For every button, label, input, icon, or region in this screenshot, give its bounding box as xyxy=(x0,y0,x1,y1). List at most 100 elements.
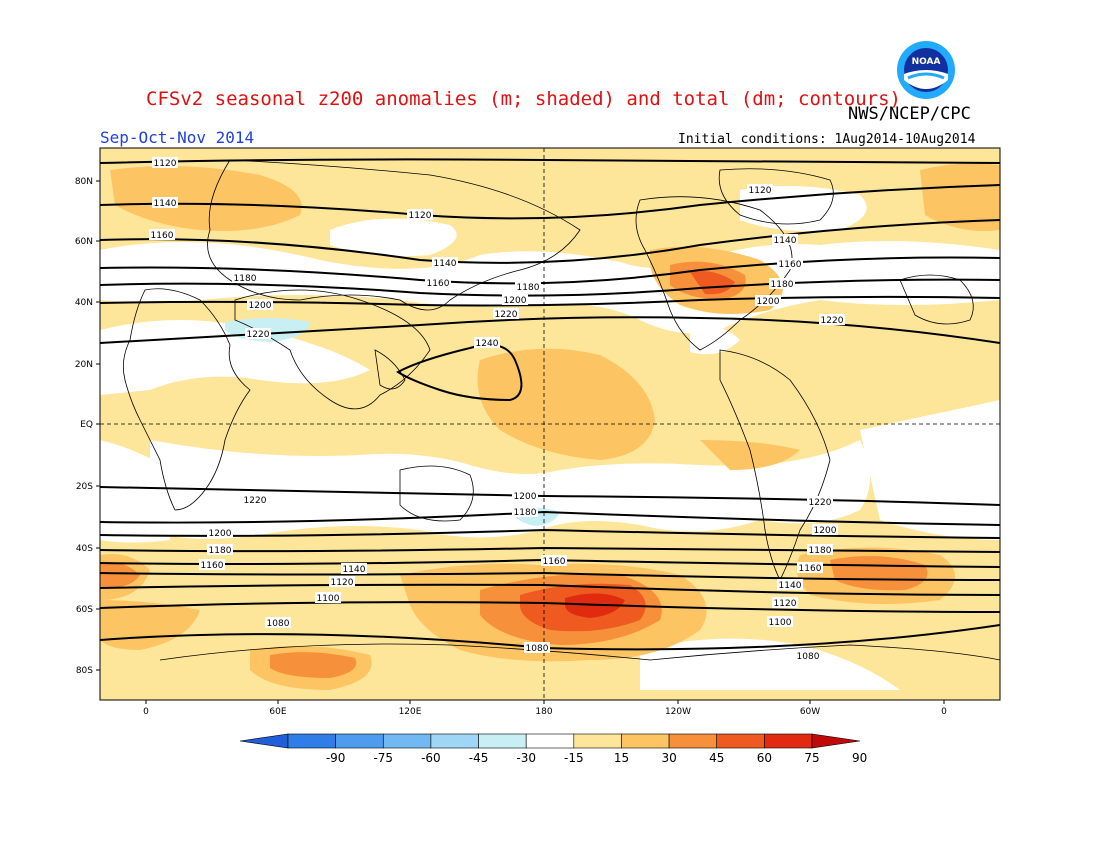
contour-label-bg xyxy=(812,524,838,535)
contour-label-bg xyxy=(207,544,233,555)
contour-label: 1200 xyxy=(504,296,527,306)
contour-label-bg xyxy=(152,157,178,168)
contour-label: 1080 xyxy=(526,644,549,654)
contour-label-bg xyxy=(152,197,178,208)
contour-label: 1140 xyxy=(343,565,366,575)
lon-tick-label: 180 xyxy=(535,707,552,717)
contour-label-bg xyxy=(777,258,803,269)
contour-label-bg xyxy=(769,278,795,289)
colorbar-label: -45 xyxy=(469,751,489,765)
contour-label-bg xyxy=(232,272,258,283)
colorbar-label: -15 xyxy=(564,751,584,765)
lon-tick-label: 60E xyxy=(269,707,286,717)
lon-tick-label: 0 xyxy=(941,707,947,717)
contour-label: 1080 xyxy=(267,619,290,629)
contour-label: 1200 xyxy=(249,301,272,311)
contour-label-bg xyxy=(502,294,528,305)
lat-tick-label: 60S xyxy=(76,605,93,615)
colorbar-swatch xyxy=(764,733,813,749)
contour-label-bg xyxy=(265,617,291,628)
contour-label-bg xyxy=(329,576,355,587)
contour-label: 1200 xyxy=(514,492,537,502)
season-label: Sep-Oct-Nov 2014 xyxy=(100,128,255,147)
contour-labels: 1120 1120 1120 1140 1140 1140 1160 1160 1160 1180… xyxy=(149,157,845,662)
contour-label-bg xyxy=(755,295,781,306)
contour-label: 1180 xyxy=(517,283,540,293)
contour-label: 1220 xyxy=(821,316,844,326)
lon-tick-label: 120E xyxy=(399,707,422,717)
colorbar-max-arrow xyxy=(811,733,861,749)
contour-label: 1180 xyxy=(234,274,257,284)
contour-label-bg xyxy=(512,506,538,517)
lat-tick-label: EQ xyxy=(80,420,93,430)
colorbar-swatch xyxy=(287,733,336,749)
contour-label-bg xyxy=(767,616,793,627)
contour-label-bg xyxy=(199,559,225,570)
contour-label: 1160 xyxy=(779,260,802,270)
lat-tick-label: 80S xyxy=(76,666,93,676)
lat-tick-label: 40N xyxy=(75,298,93,308)
colorbar-label: -90 xyxy=(326,751,346,765)
lat-tick-label: 20N xyxy=(75,360,93,370)
contour-label: 1120 xyxy=(749,186,772,196)
contour-label-bg xyxy=(432,257,458,268)
colorbar-swatch xyxy=(525,733,575,749)
contour-label-bg xyxy=(245,328,271,339)
contour-label: 1220 xyxy=(495,310,518,320)
contour-label-bg xyxy=(772,234,798,245)
colorbar-label: 30 xyxy=(661,751,676,765)
agency-label: NWS/NCEP/CPC xyxy=(848,104,971,124)
contour-label: 1160 xyxy=(799,564,822,574)
contour-label: 1100 xyxy=(769,618,792,628)
contour-label: 1160 xyxy=(427,279,450,289)
contour-label: 1120 xyxy=(154,159,177,169)
contour-label: 1120 xyxy=(331,578,354,588)
colorbar-label: -75 xyxy=(373,751,393,765)
contour-label: 1160 xyxy=(201,561,224,571)
contour-label-bg xyxy=(515,281,541,292)
contour-label-bg xyxy=(819,314,845,325)
contour-label-bg xyxy=(149,229,175,240)
contour-label-bg xyxy=(772,597,798,608)
contour-label-bg xyxy=(541,555,567,566)
contour-label: 1100 xyxy=(317,594,340,604)
colorbar-swatch xyxy=(478,733,527,749)
contour-label: 1140 xyxy=(154,199,177,209)
svg-text:NOAA: NOAA xyxy=(912,57,941,67)
map-title: CFSv2 seasonal z200 anomalies (m; shaded… xyxy=(146,88,901,110)
contour-label: 1080 xyxy=(797,652,820,662)
contour-label: 1140 xyxy=(774,236,797,246)
lat-tick-label: 40S xyxy=(76,544,93,554)
colorbar-label: 60 xyxy=(757,751,772,765)
contour-label-bg xyxy=(315,592,341,603)
contour-label-bg xyxy=(407,209,433,220)
contour-label: 1120 xyxy=(774,599,797,609)
contour-label-bg xyxy=(341,563,367,574)
contour-label: 1240 xyxy=(476,339,499,349)
coastlines xyxy=(122,159,1000,661)
colorbar-swatch xyxy=(716,733,765,749)
colorbar-swatch xyxy=(335,733,384,749)
contour-label-bg xyxy=(807,496,833,507)
contour-label: 1200 xyxy=(757,297,780,307)
colorbar-label: 75 xyxy=(804,751,819,765)
contour-label: 1140 xyxy=(779,581,802,591)
lat-tick-label: 60N xyxy=(75,237,93,247)
colorbar-label: -60 xyxy=(421,751,441,765)
lat-tick-label: 80N xyxy=(75,177,93,187)
contour-label-bg xyxy=(425,277,451,288)
contour-label: 1120 xyxy=(409,211,432,221)
contour-label: 1220 xyxy=(244,496,267,506)
contour-label-bg xyxy=(747,184,773,195)
contour-label-bg xyxy=(795,650,821,661)
lon-tick-label: 60W xyxy=(800,707,820,717)
contour-label: 1180 xyxy=(771,280,794,290)
contour-label-bg xyxy=(524,642,550,653)
contour-label-bg xyxy=(777,579,803,590)
colorbar-swatch xyxy=(621,733,670,749)
colorbar: -90 -75 -60 -45 -30 -15 15 30 45 60 75 90 xyxy=(239,733,867,765)
lat-tick-label: 20S xyxy=(76,482,93,492)
colorbar-label: 15 xyxy=(614,751,629,765)
contour-label-bg xyxy=(247,299,273,310)
